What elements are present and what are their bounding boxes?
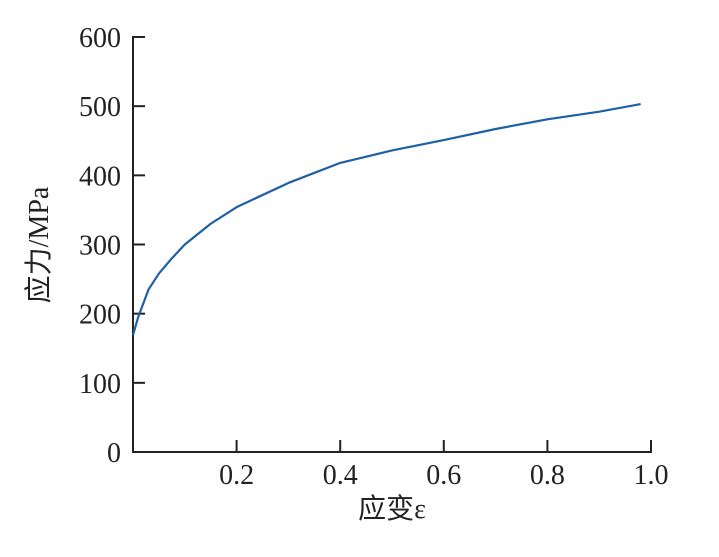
x-axis-label: 应变ε	[358, 493, 426, 525]
x-tick-label: 0.8	[530, 460, 565, 491]
x-tick-label: 0.4	[323, 460, 358, 491]
x-tick-label: 1.0	[634, 460, 669, 491]
x-tick-label: 0.6	[426, 460, 461, 491]
y-tick-label: 0	[107, 438, 121, 469]
y-tick-label: 500	[79, 92, 121, 123]
y-tick-label: 300	[79, 231, 121, 262]
line-series	[131, 103, 641, 336]
y-tick-label: 100	[79, 369, 121, 400]
y-axis-label: 应力/MPa	[23, 186, 55, 303]
y-tick-label: 600	[79, 23, 121, 54]
x-tick-label: 0.2	[219, 460, 254, 491]
y-tick-label: 400	[79, 161, 121, 192]
y-tick-label: 200	[79, 300, 121, 331]
